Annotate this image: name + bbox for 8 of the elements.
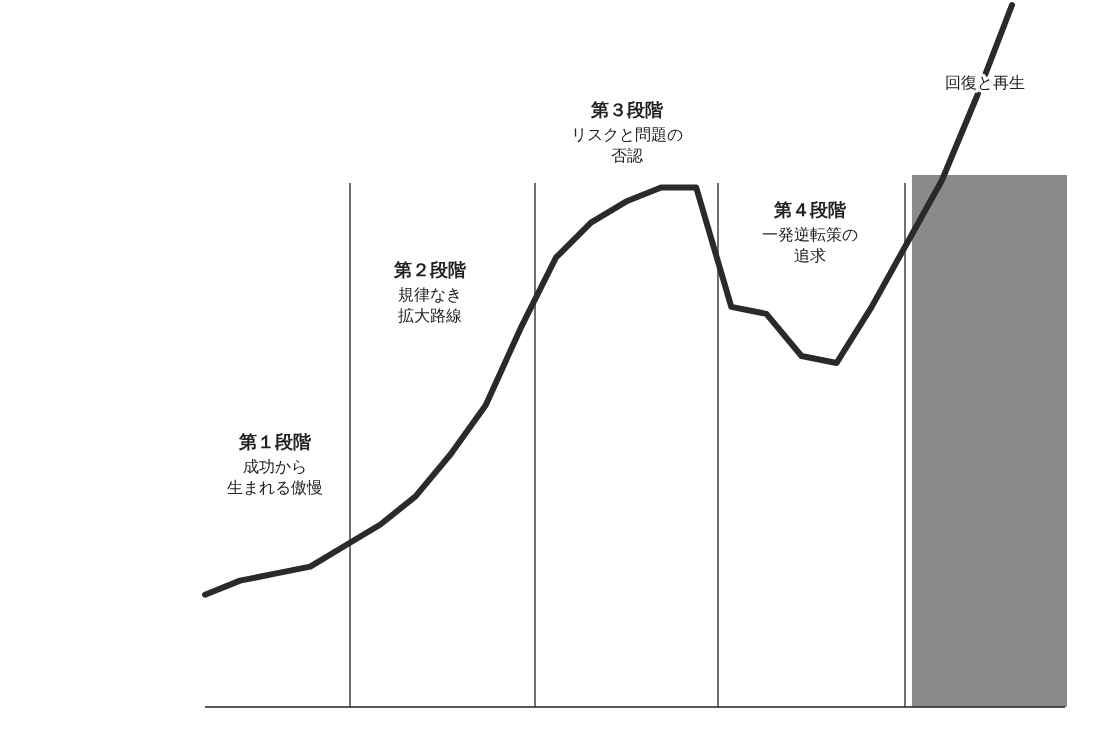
annotation: 第１段階 [238, 431, 312, 452]
annotation: リスクと問題の否認 [571, 125, 683, 165]
annotation: 成功から生まれる傲慢 [227, 457, 323, 497]
annotation: 一発逆転策の追求 [762, 225, 858, 265]
annotation: 第２段階 [393, 259, 467, 280]
annotation: 第４段階 [773, 199, 847, 220]
annotation: 第３段階 [590, 99, 664, 120]
annotation: 規律なき拡大路線 [398, 285, 462, 325]
